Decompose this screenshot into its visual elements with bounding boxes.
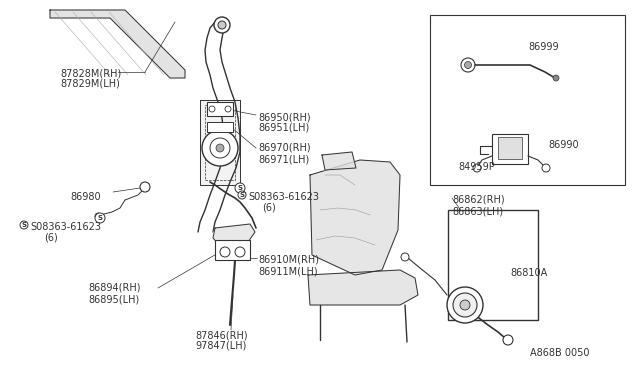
Circle shape [209, 106, 215, 112]
Text: 86863(LH): 86863(LH) [452, 206, 503, 216]
Circle shape [473, 164, 481, 172]
Circle shape [216, 144, 224, 152]
Circle shape [238, 191, 246, 199]
Text: 87828M(RH): 87828M(RH) [60, 68, 121, 78]
Circle shape [214, 17, 230, 33]
Bar [448, 210, 538, 320]
Polygon shape [310, 160, 400, 275]
Text: 87846(RH): 87846(RH) [195, 330, 248, 340]
Polygon shape [322, 152, 356, 170]
Polygon shape [200, 100, 240, 185]
Circle shape [235, 247, 245, 257]
Circle shape [460, 300, 470, 310]
Text: 86910M(RH): 86910M(RH) [258, 255, 319, 265]
Circle shape [95, 213, 101, 219]
Bar [207, 122, 233, 132]
Bar [492, 134, 528, 164]
Bar [430, 15, 625, 185]
Text: 86894(RH): 86894(RH) [88, 283, 141, 293]
Circle shape [202, 130, 238, 166]
Text: 86970(RH): 86970(RH) [258, 143, 310, 153]
Text: S08363-61623: S08363-61623 [30, 222, 101, 232]
Text: 86990: 86990 [548, 140, 579, 150]
Text: S: S [239, 192, 244, 198]
Circle shape [461, 58, 475, 72]
Text: 87829M(LH): 87829M(LH) [60, 79, 120, 89]
Polygon shape [213, 224, 255, 248]
Text: A868B 0050: A868B 0050 [530, 348, 589, 358]
Circle shape [210, 138, 230, 158]
Circle shape [447, 287, 483, 323]
Text: 86810A: 86810A [510, 268, 547, 278]
Bar [215, 240, 250, 260]
Circle shape [542, 164, 550, 172]
Text: 86950(RH): 86950(RH) [258, 112, 310, 122]
Text: 86911M(LH): 86911M(LH) [258, 266, 317, 276]
Polygon shape [50, 10, 185, 78]
Circle shape [553, 75, 559, 81]
Text: 86980: 86980 [70, 192, 100, 202]
Circle shape [140, 182, 150, 192]
Text: 86999: 86999 [528, 42, 559, 52]
Text: S: S [237, 185, 243, 191]
Circle shape [225, 106, 231, 112]
Circle shape [465, 61, 472, 68]
Circle shape [453, 293, 477, 317]
Text: (6): (6) [44, 233, 58, 243]
Text: 86862(RH): 86862(RH) [452, 195, 504, 205]
Circle shape [95, 213, 105, 223]
Text: S08363-61623: S08363-61623 [248, 192, 319, 202]
Bar [207, 102, 233, 116]
Text: 84959P: 84959P [458, 162, 495, 172]
Text: 86895(LH): 86895(LH) [88, 294, 140, 304]
Circle shape [218, 21, 226, 29]
Bar [498, 137, 522, 159]
Polygon shape [308, 270, 418, 305]
Circle shape [401, 253, 409, 261]
Text: (6): (6) [262, 203, 276, 213]
Text: S: S [22, 222, 26, 228]
Circle shape [235, 183, 245, 193]
Circle shape [220, 247, 230, 257]
Circle shape [503, 335, 513, 345]
Text: 97847(LH): 97847(LH) [195, 341, 246, 351]
Text: 86971(LH): 86971(LH) [258, 154, 309, 164]
Text: 86951(LH): 86951(LH) [258, 123, 309, 133]
Circle shape [20, 221, 28, 229]
Text: S: S [97, 215, 102, 221]
